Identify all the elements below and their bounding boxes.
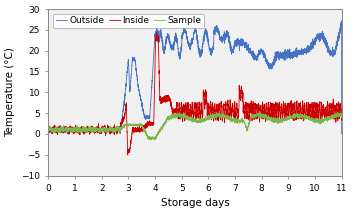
Outside (319, 36, 323, 38)
Outside (340, 133, 344, 135)
Sample (340, 115, 344, 118)
Outside (46, 128, 50, 131)
Outside (219, 36, 223, 39)
Sample (258, 110, 262, 113)
Outside (333, 53, 337, 55)
Inside (113, 130, 118, 133)
Sample (219, 114, 223, 117)
Line: Inside: Inside (48, 33, 342, 155)
Inside (333, 104, 337, 107)
Inside (46, 128, 50, 130)
Outside (113, 129, 118, 131)
Sample (119, 126, 123, 129)
Inside (219, 105, 223, 108)
Outside (119, 124, 123, 126)
Sample (333, 115, 337, 117)
Y-axis label: Temperature (°C): Temperature (°C) (6, 47, 16, 137)
Inside (340, 116, 344, 118)
Sample (113, 128, 118, 131)
Inside (126, 154, 130, 156)
Outside (339, 19, 343, 22)
Sample (150, 139, 154, 141)
Inside (155, 31, 159, 34)
Line: Sample: Sample (48, 112, 342, 140)
Inside (313, 118, 317, 120)
Sample (319, 119, 324, 122)
Sample (313, 121, 317, 124)
Sample (46, 130, 50, 132)
X-axis label: Storage days: Storage days (161, 198, 229, 208)
Line: Outside: Outside (48, 21, 342, 134)
Inside (319, 104, 324, 107)
Outside (312, 40, 317, 42)
Legend: Outside, Inside, Sample: Outside, Inside, Sample (53, 13, 204, 28)
Inside (119, 122, 123, 125)
